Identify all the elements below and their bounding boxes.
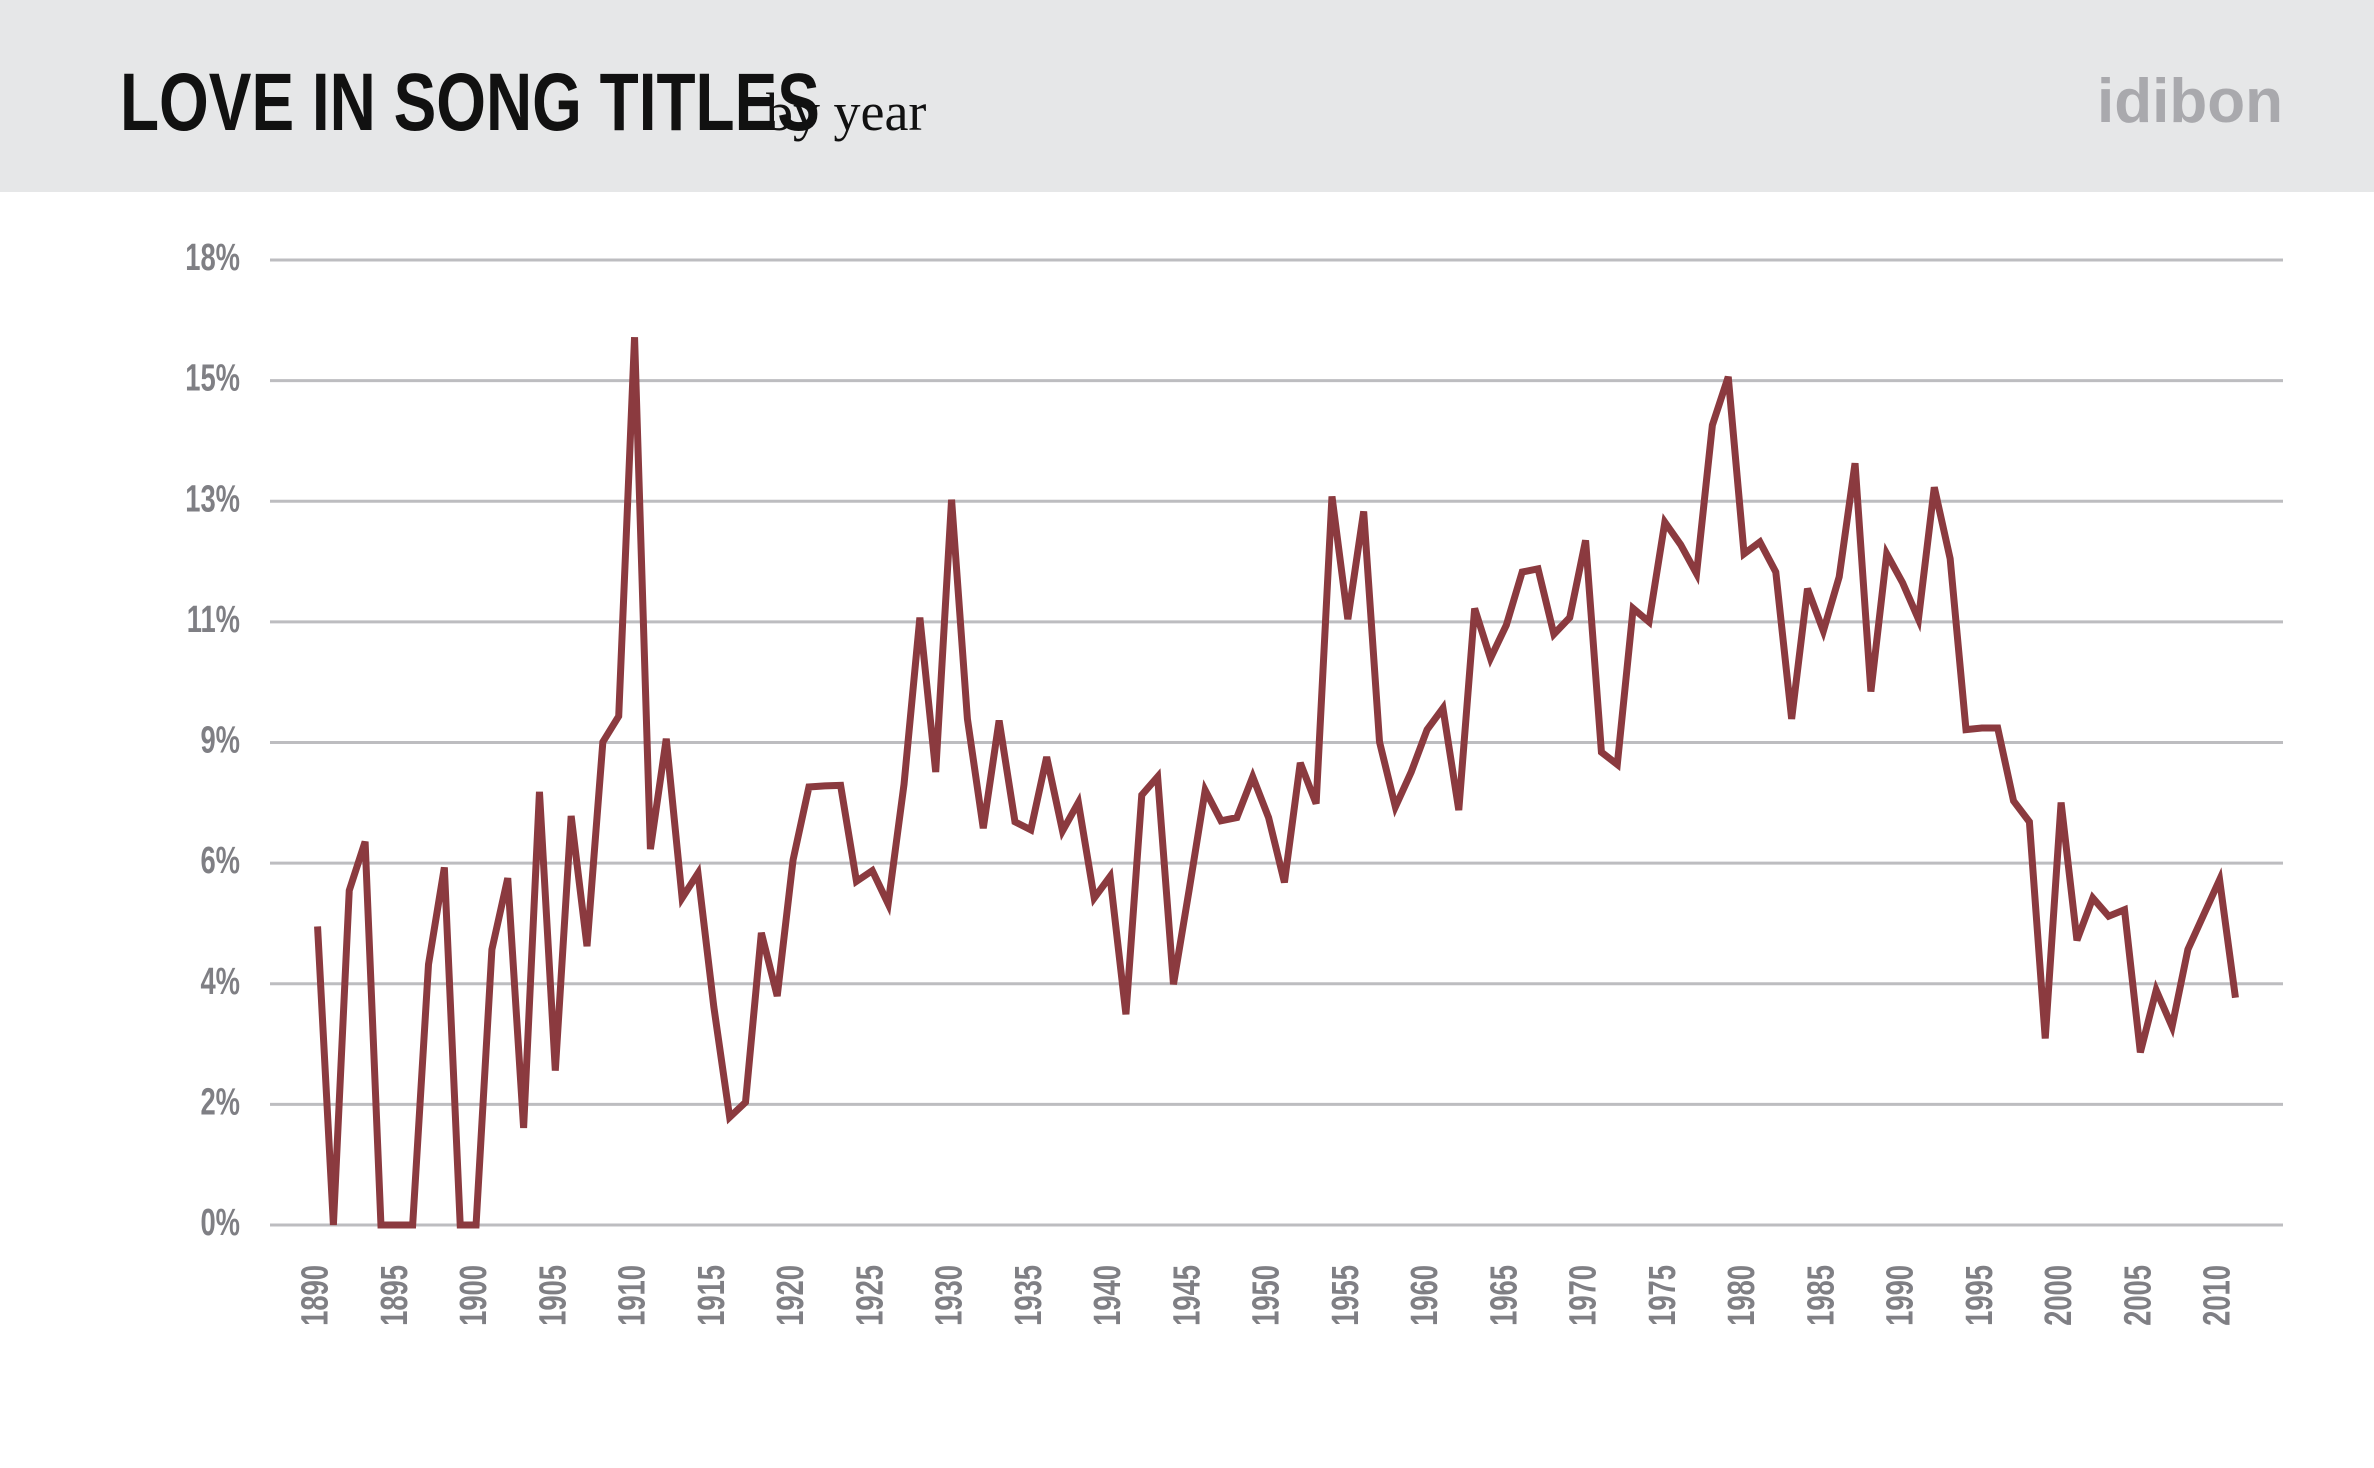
y-tick-label: 15% (185, 357, 240, 399)
x-tick-label: 1995 (1959, 1265, 2001, 1326)
x-tick-label: 2000 (2038, 1265, 2080, 1326)
chart-subtitle: by year (766, 82, 926, 142)
y-tick-label: 4% (200, 961, 240, 1003)
x-tick-label: 1960 (1404, 1265, 1446, 1326)
chart-title: LOVE IN SONG TITLES (120, 55, 820, 148)
y-tick-label: 11% (187, 599, 240, 641)
x-tick-label: 1895 (374, 1265, 416, 1326)
x-tick-label: 1925 (849, 1265, 891, 1326)
x-tick-label: 1930 (928, 1265, 970, 1326)
y-tick-label: 6% (200, 840, 240, 882)
x-tick-label: 2005 (2117, 1265, 2159, 1326)
x-tick-label: 1965 (1483, 1265, 1525, 1326)
x-tick-label: 2010 (2196, 1265, 2238, 1326)
x-tick-label: 1900 (453, 1265, 495, 1326)
data-line (314, 337, 2239, 1229)
header-band (0, 0, 2374, 192)
y-tick-label: 2% (200, 1081, 240, 1123)
x-tick-label: 1915 (691, 1265, 733, 1326)
x-tick-label: 1975 (1642, 1265, 1684, 1326)
x-tick-label: 1945 (1166, 1265, 1208, 1326)
x-tick-label: 1985 (1800, 1265, 1842, 1326)
y-tick-label: 0% (200, 1202, 240, 1244)
x-tick-label: 1950 (1245, 1265, 1287, 1326)
x-tick-label: 1935 (1008, 1265, 1050, 1326)
x-tick-label: 1940 (1087, 1265, 1129, 1326)
x-tick-label: 1980 (1721, 1265, 1763, 1326)
brand: idibon (2097, 67, 2283, 136)
x-tick-label: 1990 (1879, 1265, 1921, 1326)
x-tick-label: 1910 (611, 1265, 653, 1326)
x-tick-label: 1955 (1325, 1265, 1367, 1326)
y-tick-label: 13% (185, 478, 240, 520)
y-tick-label: 18% (185, 237, 240, 279)
x-tick-label: 1920 (770, 1265, 812, 1326)
x-tick-label: 1905 (532, 1265, 574, 1326)
x-tick-label: 1970 (1562, 1265, 1604, 1326)
x-tick-label: 1890 (294, 1265, 336, 1326)
y-tick-label: 9% (200, 719, 240, 761)
